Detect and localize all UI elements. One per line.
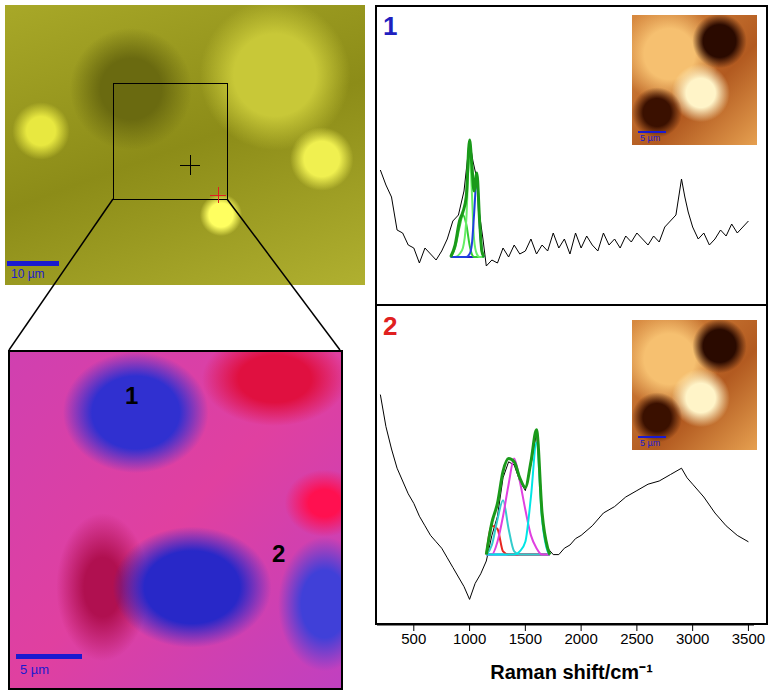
html-text:1: 1 bbox=[125, 382, 139, 409]
svg-text:1500: 1500 bbox=[509, 630, 542, 647]
svg-text:3500: 3500 bbox=[732, 630, 765, 647]
html-text:2: 2 bbox=[383, 311, 398, 341]
svg-text:500: 500 bbox=[401, 630, 426, 647]
html-text:1: 1 bbox=[383, 11, 398, 41]
svg-text:2500: 2500 bbox=[620, 630, 653, 647]
svg-text:2000: 2000 bbox=[564, 630, 597, 647]
html-text:5 µm: 5 µm bbox=[640, 438, 661, 448]
svg-text:3000: 3000 bbox=[676, 630, 709, 647]
html-text:5 µm: 5 µm bbox=[640, 133, 661, 143]
html-text:Raman shift/cm⁻¹: Raman shift/cm⁻¹ bbox=[490, 661, 653, 683]
html-text:2: 2 bbox=[272, 540, 286, 567]
html-text:5 µm: 5 µm bbox=[20, 662, 50, 677]
svg-text:1000: 1000 bbox=[453, 630, 486, 647]
html-text:10 µm: 10 µm bbox=[11, 267, 45, 281]
